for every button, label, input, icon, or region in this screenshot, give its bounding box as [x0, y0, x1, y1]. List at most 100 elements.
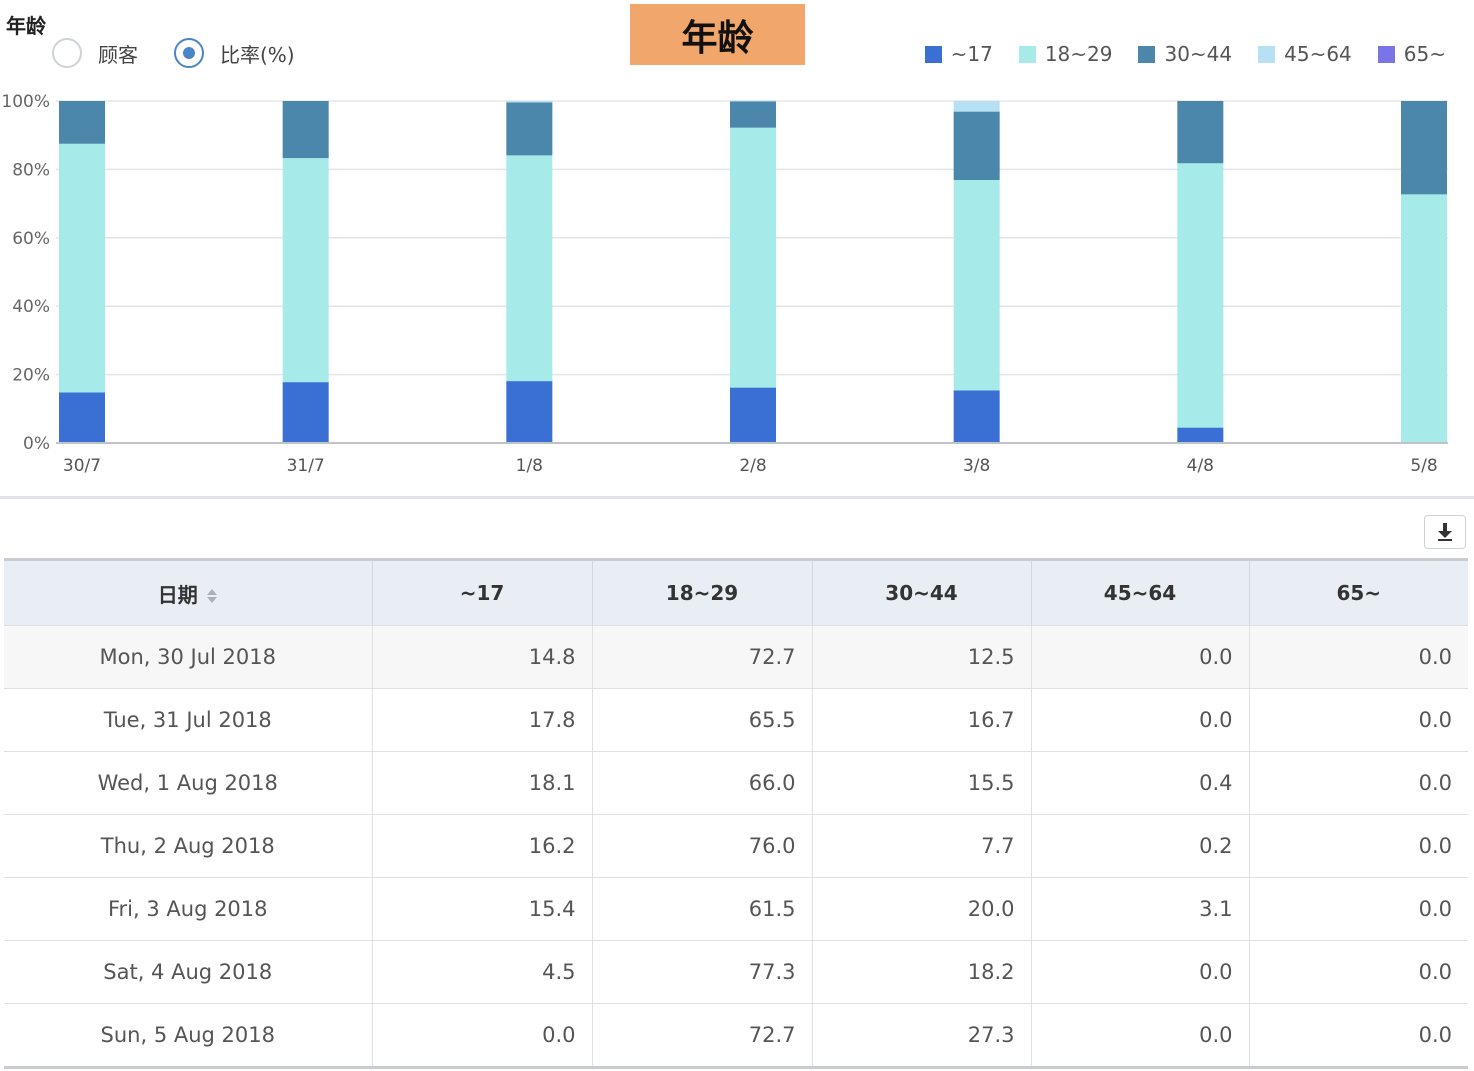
bar-segment	[506, 155, 553, 382]
radio-ratio[interactable]: 比率(%)	[174, 38, 295, 68]
table-cell-value: 12.5	[812, 625, 1032, 689]
y-tick-label: 80%	[12, 160, 50, 180]
table-row: Tue, 31 Jul 2018 17.8 65.5 16.7 0.0 0.0	[4, 688, 1468, 752]
table-cell-value: 61.5	[592, 877, 813, 941]
legend-label: 65~	[1403, 42, 1446, 66]
table-row: Sat, 4 Aug 2018 4.5 77.3 18.2 0.0 0.0	[4, 940, 1468, 1004]
section-divider	[0, 496, 1474, 499]
table-cell-value: 0.0	[1031, 688, 1250, 752]
x-tick-label: 4/8	[1187, 456, 1214, 476]
y-tick-label: 20%	[12, 366, 50, 386]
legend-swatch	[1377, 45, 1395, 63]
table-cell-value: 0.0	[1031, 625, 1250, 689]
table-cell-value: 17.8	[372, 688, 593, 752]
table-row: Mon, 30 Jul 2018 14.8 72.7 12.5 0.0 0.0	[4, 625, 1468, 689]
table-cell-value: 0.0	[1249, 940, 1468, 1004]
x-tick-label: 30/7	[63, 456, 101, 476]
bar-segment	[282, 382, 329, 443]
radio-ratio-label[interactable]: 比率(%)	[220, 42, 295, 67]
table-row: Sun, 5 Aug 2018 0.0 72.7 27.3 0.0 0.0	[4, 1003, 1468, 1069]
table-cell-value: 15.4	[372, 877, 593, 941]
table-cell-value: 20.0	[812, 877, 1032, 941]
legend-item[interactable]: 65~	[1377, 42, 1446, 66]
table-cell-value: 4.5	[372, 940, 593, 1004]
bar-segment	[282, 158, 329, 383]
legend-item[interactable]: 18~29	[1018, 42, 1113, 66]
download-button[interactable]	[1424, 515, 1466, 549]
x-tick-label: 31/7	[287, 456, 325, 476]
x-tick-label: 2/8	[739, 456, 766, 476]
x-tick-label: 3/8	[963, 456, 990, 476]
table-cell-value: 0.0	[1249, 625, 1468, 689]
bar-segment	[59, 143, 105, 393]
age-data-table: 日期 ~17 18~29 30~44 45~64 65~ Mon, 30 Jul…	[4, 558, 1468, 1069]
legend-item[interactable]: 30~44	[1138, 42, 1232, 66]
view-mode-radio-group: 顾客 比率(%)	[52, 38, 331, 68]
sort-icon[interactable]	[206, 588, 218, 604]
table-cell-value: 72.7	[592, 1003, 813, 1069]
table-cell-value: 65.5	[592, 688, 813, 752]
legend-item[interactable]: ~17	[924, 42, 993, 66]
table-row: Wed, 1 Aug 2018 18.1 66.0 15.5 0.4 0.0	[4, 751, 1468, 815]
table-cell-value: 16.2	[372, 814, 593, 878]
y-tick-label: 100%	[1, 92, 50, 112]
x-tick-label: 1/8	[516, 456, 543, 476]
table-cell-value: 0.2	[1031, 814, 1250, 878]
bar-segment	[59, 101, 105, 144]
bar-segment	[1401, 101, 1447, 195]
column-header-date[interactable]: 日期	[4, 558, 373, 626]
chart-legend: ~17 18~29 30~44 45~64 65~	[899, 42, 1446, 66]
bar-segment	[1401, 194, 1447, 443]
bar-segment	[1177, 427, 1224, 443]
radio-customers-circle[interactable]	[52, 38, 82, 68]
bar-segment	[730, 127, 776, 388]
table-cell-date: Wed, 1 Aug 2018	[4, 751, 373, 815]
chart-title-badge: 年龄	[630, 4, 805, 65]
table-cell-value: 7.7	[812, 814, 1032, 878]
y-tick-label: 0%	[23, 434, 50, 454]
bar-segment	[953, 101, 1000, 112]
x-tick-label: 5/8	[1410, 456, 1437, 476]
radio-customers-label[interactable]: 顾客	[98, 42, 138, 67]
table-cell-value: 0.0	[1249, 688, 1468, 752]
bar-segment	[59, 392, 105, 443]
legend-label: 45~64	[1284, 42, 1352, 66]
table-cell-value: 15.5	[812, 751, 1032, 815]
bar-segment	[953, 390, 1000, 443]
y-tick-label: 40%	[12, 297, 50, 317]
bar-segment	[953, 180, 1000, 391]
radio-customers[interactable]: 顾客	[52, 38, 138, 68]
table-cell-value: 18.2	[812, 940, 1032, 1004]
bar-segment	[506, 101, 553, 103]
table-header-row: 日期 ~17 18~29 30~44 45~64 65~	[4, 558, 1468, 626]
table-cell-value: 3.1	[1031, 877, 1250, 941]
table-cell-value: 72.7	[592, 625, 813, 689]
column-header-date-label[interactable]: 日期	[157, 582, 198, 607]
column-header-under-17: ~17	[372, 558, 593, 626]
legend-label: 18~29	[1044, 42, 1113, 66]
table-cell-date: Tue, 31 Jul 2018	[4, 688, 373, 752]
column-header-18-29: 18~29	[592, 558, 813, 626]
table-cell-value: 0.0	[372, 1003, 593, 1069]
legend-item[interactable]: 45~64	[1258, 42, 1352, 66]
bar-segment	[506, 381, 553, 443]
radio-ratio-circle[interactable]	[174, 38, 204, 68]
table-cell-value: 0.4	[1031, 751, 1250, 815]
legend-label: 30~44	[1164, 42, 1233, 66]
table-cell-value: 0.0	[1031, 940, 1250, 1004]
table-cell-date: Thu, 2 Aug 2018	[4, 814, 373, 878]
bar-segment	[282, 101, 329, 159]
table-cell-value: 76.0	[592, 814, 813, 878]
legend-swatch	[924, 45, 942, 63]
legend-swatch	[1138, 45, 1156, 63]
column-header-30-44: 30~44	[812, 558, 1032, 626]
table-cell-value: 18.1	[372, 751, 593, 815]
section-title: 年龄	[6, 14, 46, 38]
download-icon	[1438, 523, 1452, 541]
table-cell-value: 27.3	[812, 1003, 1032, 1069]
bar-segment	[730, 387, 776, 443]
y-tick-label: 60%	[12, 229, 50, 249]
radio-ratio-dot	[183, 47, 195, 59]
table-cell-value: 0.0	[1249, 751, 1468, 815]
stacked-bar-chart: 0% 20% 40% 60% 80% 100% 30/7 31/7 1/8 2/8 3/8 4/8 5/…	[1, 92, 1448, 476]
